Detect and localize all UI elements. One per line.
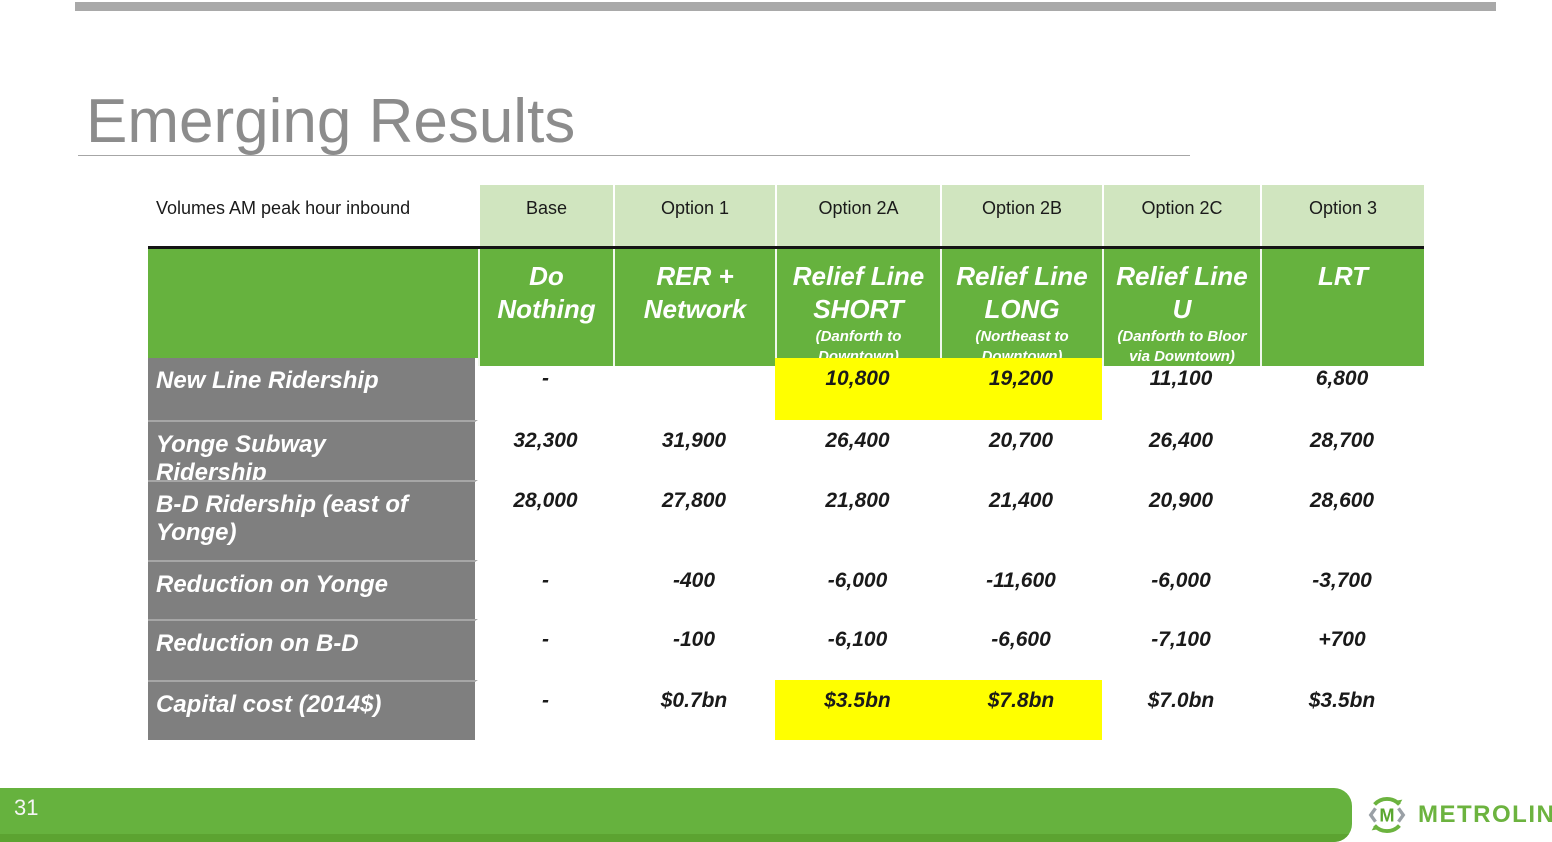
svg-text:M: M bbox=[1379, 806, 1394, 826]
table-value: - bbox=[542, 689, 549, 712]
table-value: 28,600 bbox=[1309, 489, 1375, 512]
column-header-option-3: Option 3 bbox=[1260, 185, 1424, 246]
footer-bottom-strip bbox=[0, 834, 1352, 842]
row-label: Reduction on B-D bbox=[148, 619, 478, 680]
row-label: Reduction on Yonge bbox=[148, 560, 478, 619]
row-label: Yonge Subway Ridership bbox=[148, 420, 478, 487]
table-value: +700 bbox=[1318, 628, 1366, 651]
table-value: -6,600 bbox=[991, 628, 1051, 651]
table-row-reduction-on-bd: Reduction on B-D - -100 -6,100 -6,600 -7… bbox=[148, 619, 1424, 680]
scenario-title: RER + Network bbox=[643, 261, 747, 324]
table-value: 20,900 bbox=[1148, 489, 1214, 512]
table-value: - bbox=[542, 367, 549, 390]
column-header-option-2b: Option 2B bbox=[940, 185, 1102, 246]
results-table: Volumes AM peak hour inbound Base Option… bbox=[148, 185, 1424, 740]
table-scenario-header-row: Do Nothing RER + Network Relief Line SHO… bbox=[148, 249, 1424, 366]
top-accent-bar bbox=[75, 2, 1496, 11]
page-number: 31 bbox=[14, 795, 39, 820]
row-label: New Line Ridership bbox=[148, 358, 478, 420]
table-value: $3.5bn bbox=[1308, 689, 1376, 712]
table-value: 32,300 bbox=[513, 429, 578, 452]
table-value: 21,400 bbox=[988, 489, 1054, 512]
scenario-header-relief-line-u: Relief Line U (Danforth to Bloor via Dow… bbox=[1102, 249, 1260, 366]
table-option-header-row: Volumes AM peak hour inbound Base Option… bbox=[148, 185, 1424, 246]
table-value: 27,800 bbox=[661, 489, 727, 512]
table-value: -11,600 bbox=[986, 569, 1056, 592]
table-value: -100 bbox=[672, 628, 716, 651]
table-value: 31,900 bbox=[661, 429, 727, 452]
table-value: 28,700 bbox=[1309, 429, 1375, 452]
table-value: - bbox=[542, 628, 549, 651]
footer-bar: 31 bbox=[0, 788, 1352, 842]
scenario-title: Relief Line SHORT bbox=[792, 261, 925, 324]
table-value: -6,000 bbox=[827, 569, 888, 592]
column-header-option-1: Option 1 bbox=[613, 185, 775, 246]
table-divider-line bbox=[148, 246, 1424, 249]
column-header-base: Base bbox=[478, 185, 613, 246]
scenario-header-rer-network: RER + Network bbox=[613, 249, 775, 366]
scenario-header-blank bbox=[148, 249, 478, 366]
table-value: $0.7bn bbox=[660, 689, 728, 712]
scenario-title: Relief Line U bbox=[1116, 261, 1248, 324]
table-value: 21,800 bbox=[825, 489, 890, 512]
table-value-highlighted: 19,200 bbox=[940, 358, 1102, 420]
table-value: -3,700 bbox=[1312, 569, 1372, 592]
scenario-header-relief-line-short: Relief Line SHORT (Danforth to Downtown) bbox=[775, 249, 940, 366]
table-value-highlighted: 10,800 bbox=[775, 358, 940, 420]
table-value: -7,100 bbox=[1151, 628, 1211, 651]
table-value: 26,400 bbox=[825, 429, 890, 452]
column-header-option-2c: Option 2C bbox=[1102, 185, 1260, 246]
row-label: B-D Ridership (east of Yonge) bbox=[148, 480, 478, 560]
table-value: -6,000 bbox=[1151, 569, 1211, 592]
table-row-reduction-on-yonge: Reduction on Yonge - -400 -6,000 -11,600… bbox=[148, 560, 1424, 619]
table-corner-label: Volumes AM peak hour inbound bbox=[148, 185, 478, 246]
scenario-header-lrt: LRT bbox=[1260, 249, 1424, 366]
table-value-highlighted: $7.8bn bbox=[940, 680, 1102, 740]
table-row-yonge-subway-ridership: Yonge Subway Ridership 32,300 31,900 26,… bbox=[148, 420, 1424, 487]
page-title: Emerging Results bbox=[86, 86, 576, 156]
table-row-capital-cost: Capital cost (2014$) - $0.7bn $3.5bn $7.… bbox=[148, 680, 1424, 740]
table-row-new-line-ridership: New Line Ridership - 10,800 19,200 11,10… bbox=[148, 358, 1424, 420]
table-value-highlighted: $3.5bn bbox=[775, 680, 940, 740]
scenario-subtitle: (Danforth to Bloor via Downtown) bbox=[1117, 328, 1247, 365]
scenario-title: Do Nothing bbox=[497, 261, 596, 324]
scenario-header-relief-line-long: Relief Line LONG (Northeast to Downtown) bbox=[940, 249, 1102, 366]
table-value: 26,400 bbox=[1148, 429, 1214, 452]
table-value bbox=[613, 358, 775, 420]
table-value: 6,800 bbox=[1315, 367, 1369, 390]
title-divider bbox=[78, 155, 1190, 156]
table-value: 28,000 bbox=[513, 489, 578, 512]
table-value: -6,100 bbox=[827, 628, 888, 651]
table-value: $7.0bn bbox=[1147, 689, 1215, 712]
table-value: 11,100 bbox=[1149, 367, 1213, 390]
metrolinx-wordmark: METROLINX bbox=[1418, 801, 1552, 828]
table-value: -400 bbox=[672, 569, 716, 592]
scenario-title: Relief Line LONG bbox=[956, 261, 1088, 324]
column-header-option-2a: Option 2A bbox=[775, 185, 940, 246]
table-value: - bbox=[542, 569, 549, 592]
table-value: 20,700 bbox=[988, 429, 1054, 452]
scenario-header-do-nothing: Do Nothing bbox=[478, 249, 613, 366]
metrolinx-m-icon: M bbox=[1368, 797, 1406, 833]
scenario-title: LRT bbox=[1317, 261, 1369, 291]
table-row-bd-ridership: B-D Ridership (east of Yonge) 28,000 27,… bbox=[148, 480, 1424, 560]
metrolinx-logo: M METROLINX bbox=[1352, 788, 1552, 842]
row-label: Capital cost (2014$) bbox=[148, 680, 478, 740]
